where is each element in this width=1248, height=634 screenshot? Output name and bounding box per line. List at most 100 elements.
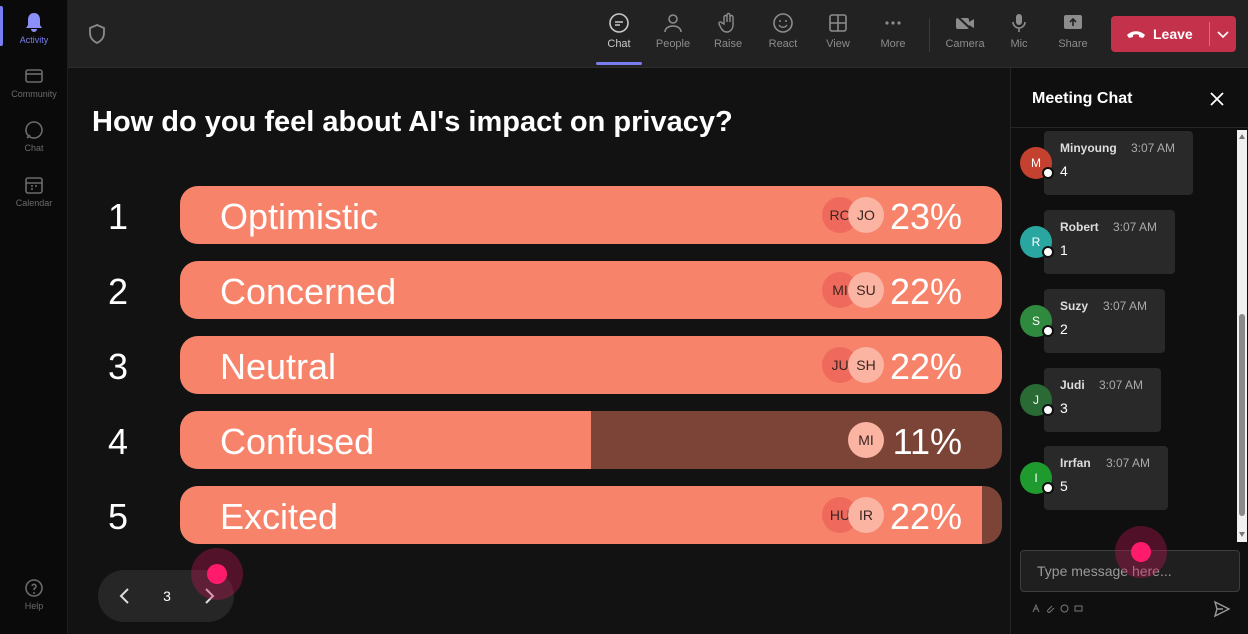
react-button[interactable]: React: [758, 8, 808, 62]
rail-label: Calendar: [15, 198, 53, 208]
voter-avatar: MI: [848, 422, 884, 458]
poll-option[interactable]: 4 Confused MI 11%: [92, 411, 1002, 469]
rail-label: Help: [24, 601, 44, 611]
rail-item-help[interactable]: Help: [0, 578, 68, 611]
more-icon: [885, 21, 901, 25]
message-time: 3:07 AM: [1113, 220, 1158, 234]
chat-message-list[interactable]: Minyoung 3:07 AM 4 M Robert 3:07 AM 1 R Suzy 3:07…: [1011, 128, 1248, 542]
option-percentage: 11%: [892, 421, 962, 462]
format-icon[interactable]: [1032, 604, 1041, 613]
send-icon[interactable]: [1213, 600, 1231, 618]
option-number: 4: [108, 421, 129, 462]
poll-option[interactable]: 3 Neutral JU SH 22%: [92, 336, 1002, 394]
presence-indicator: [1042, 325, 1054, 337]
view-label: View: [826, 38, 850, 50]
avatar-initial: S: [1031, 314, 1040, 328]
chat-label: Chat: [607, 38, 631, 50]
active-indicator: [0, 6, 3, 46]
message-input[interactable]: [1021, 551, 1239, 591]
share-label: Share: [1058, 38, 1088, 50]
scroll-up-arrow[interactable]: [1239, 134, 1245, 139]
presence-indicator: [1042, 404, 1054, 416]
poll-option[interactable]: 2 Concerned MI SU 22%: [92, 261, 1002, 319]
app-rail: Activity Community Chat Calendar Help: [0, 0, 68, 634]
help-icon: [25, 579, 43, 597]
rail-item-activity[interactable]: Activity: [0, 12, 68, 45]
chat-icon: [609, 13, 629, 33]
message-text: 1: [1060, 242, 1068, 258]
poll-stage: How do you feel about AI's impact on pri…: [68, 68, 1010, 634]
meeting-chat-panel: Meeting Chat Minyoung 3:07 AM 4 M Robert 3:07…: [1010, 68, 1248, 634]
cursor-highlight: [191, 548, 243, 600]
poll-option[interactable]: 1 Optimistic RO JO 23%: [92, 186, 1002, 244]
result-bar: Confused MI 11%: [180, 411, 1002, 469]
message-text: 4: [1060, 163, 1068, 179]
chat-button[interactable]: Chat: [594, 8, 644, 62]
avatar[interactable]: S: [1020, 305, 1054, 337]
shield-icon[interactable]: [88, 24, 106, 44]
message-composer[interactable]: [1020, 550, 1240, 592]
cursor-highlight: [1115, 526, 1167, 578]
bell-icon: [26, 13, 42, 32]
sender-name: Judi: [1060, 378, 1085, 392]
voter-avatar: SU: [848, 272, 884, 308]
avatar[interactable]: I: [1020, 462, 1054, 494]
hang-up-icon: [1127, 31, 1145, 38]
leave-button[interactable]: Leave: [1111, 16, 1236, 52]
message-bubble: Judi 3:07 AM 3: [1044, 368, 1161, 432]
chevron-down-icon[interactable]: [1215, 26, 1231, 42]
mic-button[interactable]: Mic: [994, 8, 1044, 62]
presence-indicator: [1042, 246, 1054, 258]
avatar[interactable]: J: [1020, 384, 1054, 416]
scroll-down-arrow[interactable]: [1239, 532, 1245, 537]
presence-indicator: [1042, 482, 1054, 494]
rail-label: Chat: [24, 143, 44, 153]
view-button[interactable]: View: [813, 8, 863, 62]
attach-icon[interactable]: [1046, 604, 1055, 613]
option-percentage: 22%: [889, 271, 962, 312]
rail-item-calendar[interactable]: Calendar: [0, 175, 68, 208]
chevron-left-icon[interactable]: [116, 586, 134, 606]
close-icon[interactable]: [1208, 90, 1226, 108]
mic-label: Mic: [1010, 38, 1028, 50]
grid-icon: [829, 14, 847, 32]
result-bar: Optimistic RO JO 23%: [180, 186, 1002, 244]
avatar[interactable]: M: [1020, 147, 1054, 179]
result-bar: Excited HU IR 22%: [180, 486, 1002, 544]
sender-name: Robert: [1060, 220, 1099, 234]
more-button[interactable]: More: [868, 8, 918, 62]
rail-label: Activity: [19, 35, 49, 45]
voter-avatar: IR: [848, 497, 884, 533]
camera-off-icon: [955, 14, 975, 33]
more-label: More: [880, 38, 906, 50]
chevron-right-icon[interactable]: [200, 586, 218, 606]
chat-title: Meeting Chat: [1032, 90, 1133, 107]
rail-item-chat[interactable]: Chat: [0, 120, 68, 153]
gif-icon[interactable]: [1074, 604, 1083, 613]
people-icon: [664, 14, 682, 33]
chat-icon: [25, 121, 43, 139]
option-label: Confused: [220, 421, 375, 462]
option-number: 3: [108, 346, 129, 387]
calendar-icon: [25, 177, 43, 194]
chat-scrollbar[interactable]: [1237, 130, 1247, 542]
message-text: 2: [1060, 321, 1068, 337]
poll-question: How do you feel about AI's impact on pri…: [92, 106, 733, 138]
community-icon: [25, 69, 43, 83]
option-number: 5: [108, 496, 129, 537]
rail-item-community[interactable]: Community: [0, 66, 68, 99]
option-label: Neutral: [220, 346, 337, 387]
option-number: 2: [108, 271, 129, 312]
camera-button[interactable]: Camera: [940, 8, 990, 62]
people-button[interactable]: People: [648, 8, 698, 62]
rail-label: Community: [11, 89, 57, 99]
scroll-thumb[interactable]: [1239, 314, 1245, 516]
poll-option[interactable]: 5 Excited HU IR 22%: [92, 486, 1002, 544]
option-percentage: 23%: [889, 196, 962, 237]
message-time: 3:07 AM: [1103, 299, 1148, 313]
react-label: React: [768, 38, 798, 50]
raise-hand-button[interactable]: Raise: [703, 8, 753, 62]
emoji-icon[interactable]: [1060, 604, 1069, 613]
avatar[interactable]: R: [1020, 226, 1054, 258]
share-button[interactable]: Share: [1048, 8, 1098, 62]
